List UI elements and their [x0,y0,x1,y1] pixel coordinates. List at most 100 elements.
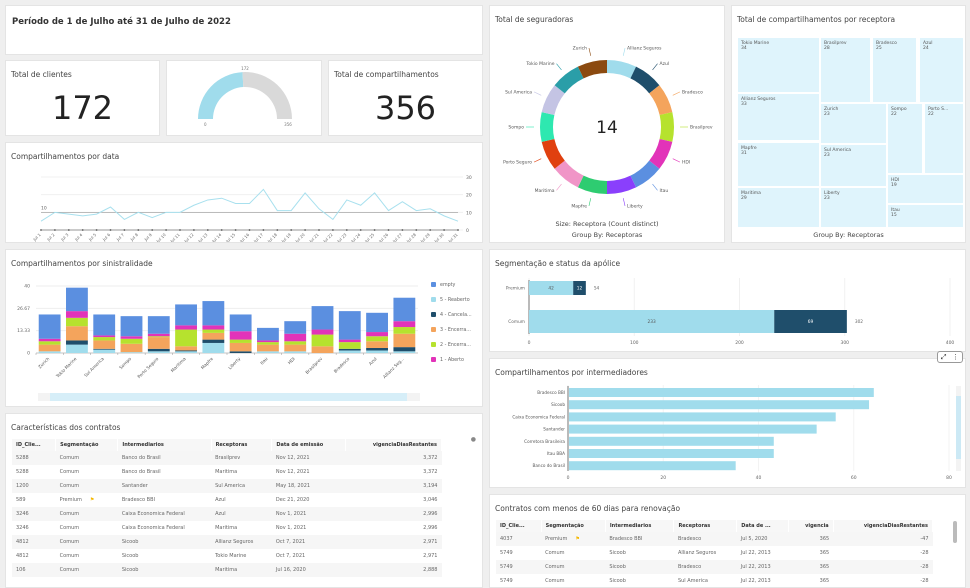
cell-text: Jul 22, 2013 [740,550,771,556]
treemap-cell[interactable]: Itau 15 [888,205,963,227]
column-header[interactable]: Receptoras [211,439,273,451]
table-cell: Oct 7, 2021 [272,549,345,563]
more-options-icon[interactable]: ⋮ [952,353,960,361]
bar-segment [202,329,225,333]
treemap-panel[interactable]: Total de compartilhamentos por receptora… [731,5,966,243]
table-row[interactable]: 5749 Comum Sicoob Allianz Seguros Jul 22, 20… [496,546,933,560]
y-tick-label: Corretora Brasileira [524,439,565,444]
column-header[interactable]: vigenciaDiasRestantes [345,439,443,451]
table-row[interactable]: 589 Premium ⚑ Bradesco BBI Azul Dec 21, 2020 3… [12,493,442,507]
treemap-cell[interactable]: Brasilprev 28 [821,38,870,102]
treemap-cell[interactable]: Azul 24 [920,38,963,102]
column-header[interactable]: Intermediarios [117,439,212,451]
bar-segment [202,325,225,330]
column-header[interactable]: Data de emissão [271,439,346,451]
cell-text: Maritima [215,469,238,475]
column-header[interactable]: Data de ... [736,520,790,532]
table-row[interactable]: 5288 Comum Banco do Brasil Brasilprev Nov 12… [12,451,442,465]
x-tick-label: Jul 10 [155,232,167,243]
table-options-icon[interactable]: ● [470,436,476,443]
column-header[interactable]: ID_Clie... [496,520,542,532]
y-tick-label: 10 [466,210,472,216]
table-row[interactable]: 5749 Comum Sicoob Bradesco Jul 22, 2013 365 -2… [496,560,933,574]
x-tick-label: Jul 23 [335,232,347,243]
segmentation-panel[interactable]: Segmentação e status da apólice 0 100 200 3… [489,249,966,352]
table-header-row: ID_Clie... Segmentação Intermediarios Recep… [12,439,443,451]
column-header[interactable]: vigencia [788,520,834,532]
table-row[interactable]: 4037 Premium ⚑ Bradesco BBI Bradesco Jul 5, 2… [496,532,933,546]
cell-text: 5288 [16,455,29,461]
column-header[interactable]: vigenciaDiasRestantes [833,520,934,532]
cell-text: Caixa Economica Federal [121,525,185,531]
contracts-table: ID_Clie... Segmentação Intermediarios Recep… [12,439,443,577]
table-row[interactable]: 4812 Comum Sicoob Tokio Marine Oct 7, 2021 2,… [12,549,442,563]
table-cell: -47 [833,532,933,546]
data-label: 12 [577,286,583,292]
table-row[interactable]: 3246 Comum Caixa Economica Federal Azul Nov … [12,507,442,521]
cell-text: Azul [215,497,226,503]
kpi-total-compartilhamentos[interactable]: Total de compartilhamentos 356 [328,60,483,136]
line-chart-panel[interactable]: Compartilhamentos por data 0 10 20 30 10 Jul … [5,142,483,243]
treemap-cell[interactable]: Sul America 23 [821,145,886,186]
legend-swatch [431,312,436,317]
table-cell: 2,996 [345,521,441,535]
treemap-cell[interactable]: Mapfre 31 [738,143,819,186]
column-header[interactable]: ID_Clie... [12,439,57,451]
table-cell: Allianz Seguros [211,535,272,549]
treemap-cell[interactable]: Porto S... 22 [925,104,963,173]
table-row[interactable]: 5749 Comum Sicoob Sul America Jul 22, 2013 36… [496,574,933,587]
column-header[interactable]: Intermediarios [605,520,675,532]
treemap-cell-value: 33 [741,102,747,107]
column-header[interactable]: Segmentação [55,439,119,451]
table-row[interactable]: 106 Comum Sicoob Maritima Jul 16, 2020 2,888 [12,563,442,577]
treemap-cell-value: 23 [824,153,830,158]
table-cell: Nov 12, 2021 [271,451,346,465]
table-row[interactable]: 4812 Comum Sicoob Allianz Seguros Oct 7, 202… [12,535,442,549]
cell-text: 365 [819,536,830,542]
kpi-total-clientes[interactable]: Total de clientes 172 [5,60,160,136]
table-row[interactable]: 5288 Comum Banco do Brasil Maritima Nov 12, … [12,465,442,479]
table-row[interactable]: 3246 Comum Caixa Economica Federal Maritima… [12,521,442,535]
treemap-cell-label: Zurich [824,107,839,112]
column-header[interactable]: Segmentação [541,520,606,532]
treemap-cell[interactable]: Zurich 23 [821,104,886,143]
intermediarios-panel[interactable]: Compartilhamentos por intermediadores 0 2… [489,351,966,488]
treemap-cell[interactable]: Allianz Seguros 33 [738,94,819,140]
donut-leader-line [556,183,562,191]
horizontal-scrollbar[interactable] [50,393,407,401]
bar-segment [175,350,197,352]
treemap-cell[interactable]: HDI 19 [888,175,963,203]
treemap-cell[interactable]: Maritima 29 [738,188,819,227]
donut-panel[interactable]: Total de seguradoras Allianz Seguros Azul… [489,5,725,243]
donut-center-value: 14 [596,118,618,138]
y-tick-label: 26.67 [17,306,30,312]
treemap-cell[interactable]: Liberty 23 [821,188,886,227]
table-scrollbar[interactable] [953,521,957,543]
y-tick-label: 20 [466,193,472,199]
cell-text: Comum [545,564,565,570]
stacked-chart-panel[interactable]: Compartilhamentos por sinistralidade 0 13… [5,249,483,407]
bar-segment [393,333,416,348]
stacked-bar-chart: 0 13.33 26.67 40 Zurich Tokio Marine Sul Ameri… [17,282,472,401]
bar-segment [175,329,197,347]
y-tick-label: Itau BBA [547,451,565,456]
bar-segment [529,281,574,295]
gauge-panel[interactable]: 172 0 356 [166,60,322,136]
table-cell: 2,996 [345,507,442,521]
contracts-table-panel[interactable]: Características dos contratos ● ID_Clie.… [5,413,483,588]
renewal-table-panel[interactable]: Contratos com menos de 60 dias para reno… [489,494,966,588]
donut-slice [630,160,660,188]
vertical-scrollbar[interactable] [956,396,961,459]
x-tick [151,229,154,231]
bar-segment [284,333,307,342]
expand-icon[interactable]: ⤢ [940,352,947,361]
cell-text: 1200 [16,483,29,489]
treemap-cell[interactable]: Bradesco 25 [873,38,916,102]
donut-slice [659,112,674,142]
x-tick-label: 60 [851,475,857,481]
treemap-cell[interactable]: Tokio Marine 34 [738,38,819,92]
table-row[interactable]: 1200 Comum Santander Sul America May 18, 202… [12,479,442,493]
cell-text: Comum [59,525,80,531]
column-header[interactable]: Receptoras [673,520,738,532]
treemap-cell[interactable]: Sompo 22 [888,104,922,173]
